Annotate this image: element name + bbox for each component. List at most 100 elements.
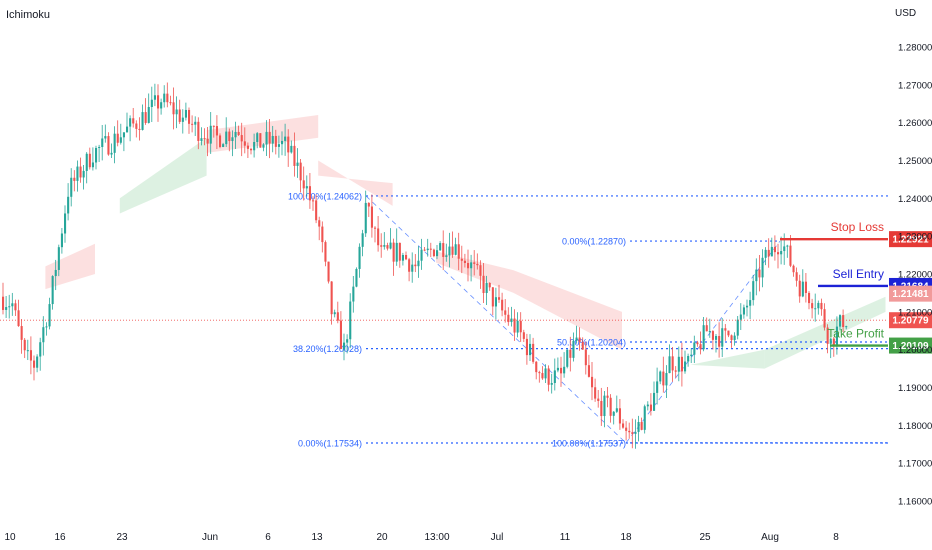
candle-body: [166, 93, 169, 103]
candle-body: [116, 133, 119, 143]
candle-body: [17, 310, 20, 327]
candle-body: [126, 126, 129, 133]
candle-body: [594, 387, 597, 399]
candle-body: [45, 326, 48, 328]
candle-body: [386, 245, 389, 249]
candle-body: [457, 244, 460, 259]
current-price-tag: 1.20779: [892, 316, 929, 327]
candle-body: [491, 287, 494, 307]
candle-body: [104, 136, 107, 139]
candle-body: [327, 261, 330, 282]
candle-body: [764, 249, 767, 258]
candle-body: [302, 180, 305, 189]
candle-body: [665, 373, 668, 386]
candle-body: [39, 342, 42, 357]
x-tick-label: 18: [620, 532, 632, 543]
candle-body: [333, 312, 336, 315]
candle-body: [507, 314, 510, 323]
candle-body: [225, 131, 228, 145]
candle-body: [553, 370, 556, 384]
candle-body: [277, 144, 280, 147]
candle-body: [197, 121, 200, 141]
candle-body: [352, 286, 355, 302]
candle-body: [271, 135, 274, 144]
candle-body: [429, 248, 432, 250]
candle-body: [293, 145, 296, 166]
candle-body: [36, 356, 39, 368]
candle-body: [321, 226, 324, 243]
candle-body: [405, 254, 408, 260]
candle-body: [284, 136, 287, 141]
candle-body: [671, 356, 674, 371]
candle-body: [587, 365, 590, 377]
candle-body: [184, 109, 187, 118]
candle-body: [296, 162, 299, 166]
y-tick-label: 1.18000: [898, 421, 932, 432]
candle-body: [684, 361, 687, 372]
candle-body: [715, 336, 718, 340]
y-tick-label: 1.16000: [898, 497, 932, 508]
candle-body: [370, 206, 373, 228]
candle-body: [57, 247, 60, 270]
axes: 1.28000 1.27000 1.26000 1.25000 1.24000 1.230…: [4, 42, 932, 543]
candle-body: [144, 112, 147, 123]
candle-body: [454, 244, 457, 255]
candle-body: [33, 360, 36, 368]
candle-body: [250, 148, 253, 151]
candle-body: [88, 153, 91, 168]
x-tick-label: 10: [4, 532, 16, 543]
cloud-segment: [764, 296, 886, 369]
candle-body: [336, 312, 339, 321]
candle-body: [473, 262, 476, 264]
candle-body: [634, 431, 637, 434]
candle-body: [290, 145, 293, 153]
fib-right-label: 100.00%(1.17537): [552, 438, 626, 448]
candlesticks: [2, 82, 848, 449]
y-tick-label: 1.17000: [898, 459, 932, 470]
candle-body: [742, 307, 745, 315]
candle-body: [795, 272, 798, 281]
candle-body: [845, 326, 848, 328]
candle-body: [135, 123, 138, 129]
candle-body: [504, 310, 507, 315]
candle-body: [609, 397, 612, 416]
x-tick-label: 25: [699, 532, 711, 543]
candle-body: [42, 327, 45, 343]
indicator-label: Ichimoku: [6, 9, 50, 21]
candle-body: [603, 395, 606, 417]
candle-body: [600, 400, 603, 417]
candle-body: [649, 404, 652, 411]
candle-body: [392, 242, 395, 262]
candle-body: [696, 342, 699, 345]
candle-body: [653, 392, 656, 411]
candle-body: [8, 306, 11, 308]
candle-body: [51, 276, 54, 305]
candle-body: [330, 281, 333, 315]
candle-body: [708, 331, 711, 333]
candle-body: [739, 314, 742, 320]
cloud-segment: [318, 160, 393, 206]
candle-body: [259, 133, 262, 148]
candle-body: [364, 202, 367, 234]
candle-body: [724, 328, 727, 331]
candle-body: [380, 245, 383, 247]
candle-body: [532, 343, 535, 362]
candle-body: [643, 406, 646, 430]
candle-body: [423, 249, 426, 251]
y-tick-label: 1.21000: [898, 307, 932, 318]
candle-body: [556, 367, 559, 371]
candle-body: [591, 376, 594, 388]
candle-body: [287, 136, 290, 153]
x-tick-label: Aug: [761, 532, 779, 543]
candle-body: [693, 342, 696, 355]
candle-body: [479, 265, 482, 276]
candle-body: [628, 430, 631, 433]
candle-body: [212, 125, 215, 127]
candle-body: [820, 302, 823, 310]
candle-body: [395, 242, 398, 262]
candle-body: [219, 135, 222, 148]
candle-body: [324, 242, 327, 262]
candle-body: [157, 95, 160, 109]
candle-body: [200, 138, 203, 141]
